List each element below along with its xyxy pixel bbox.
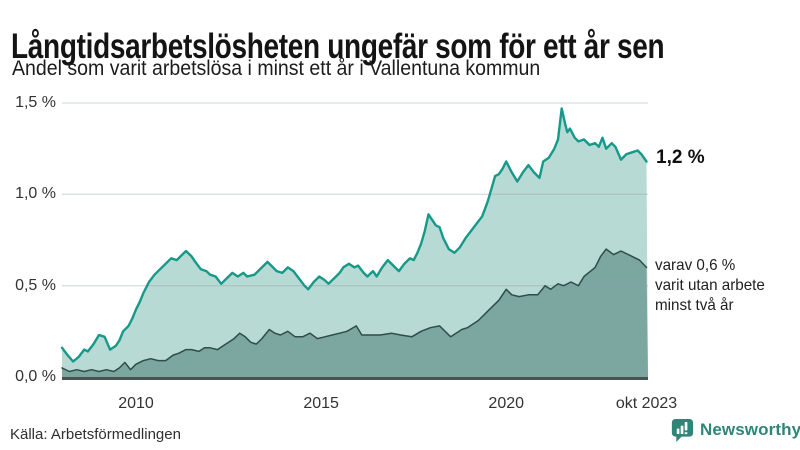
y-tick-label: 1,0 % — [15, 185, 56, 203]
two-year-annotation: varav 0,6 % varit utan arbete minst två … — [655, 256, 765, 316]
y-tick-label: 0,0 % — [15, 368, 56, 385]
annotation-line: varav 0,6 % — [655, 257, 736, 274]
y-tick-label: 1,5 % — [15, 94, 56, 111]
newsworthy-logo: Newsworthy — [671, 418, 800, 442]
newsworthy-wordmark: Newsworthy — [700, 420, 800, 439]
x-tick-label: 2015 — [303, 395, 339, 412]
y-tick-label: 0,5 % — [15, 276, 56, 294]
annotation-line: varit utan arbete — [655, 277, 765, 294]
latest-value-label: 1,2 % — [656, 147, 705, 168]
source-credit: Källa: Arbetsförmedlingen — [10, 426, 181, 443]
annotation-line: minst två år — [655, 297, 734, 314]
page-title: Långtidsarbetslösheten ungefär som för e… — [11, 27, 665, 67]
x-tick-label: 2020 — [488, 395, 525, 412]
newsworthy-icon — [671, 418, 694, 442]
chart-subtitle: Andel som varit arbetslösa i minst ett å… — [12, 57, 541, 80]
x-tick-label: 2010 — [118, 395, 154, 412]
x-tick-label: okt 2023 — [615, 395, 678, 412]
